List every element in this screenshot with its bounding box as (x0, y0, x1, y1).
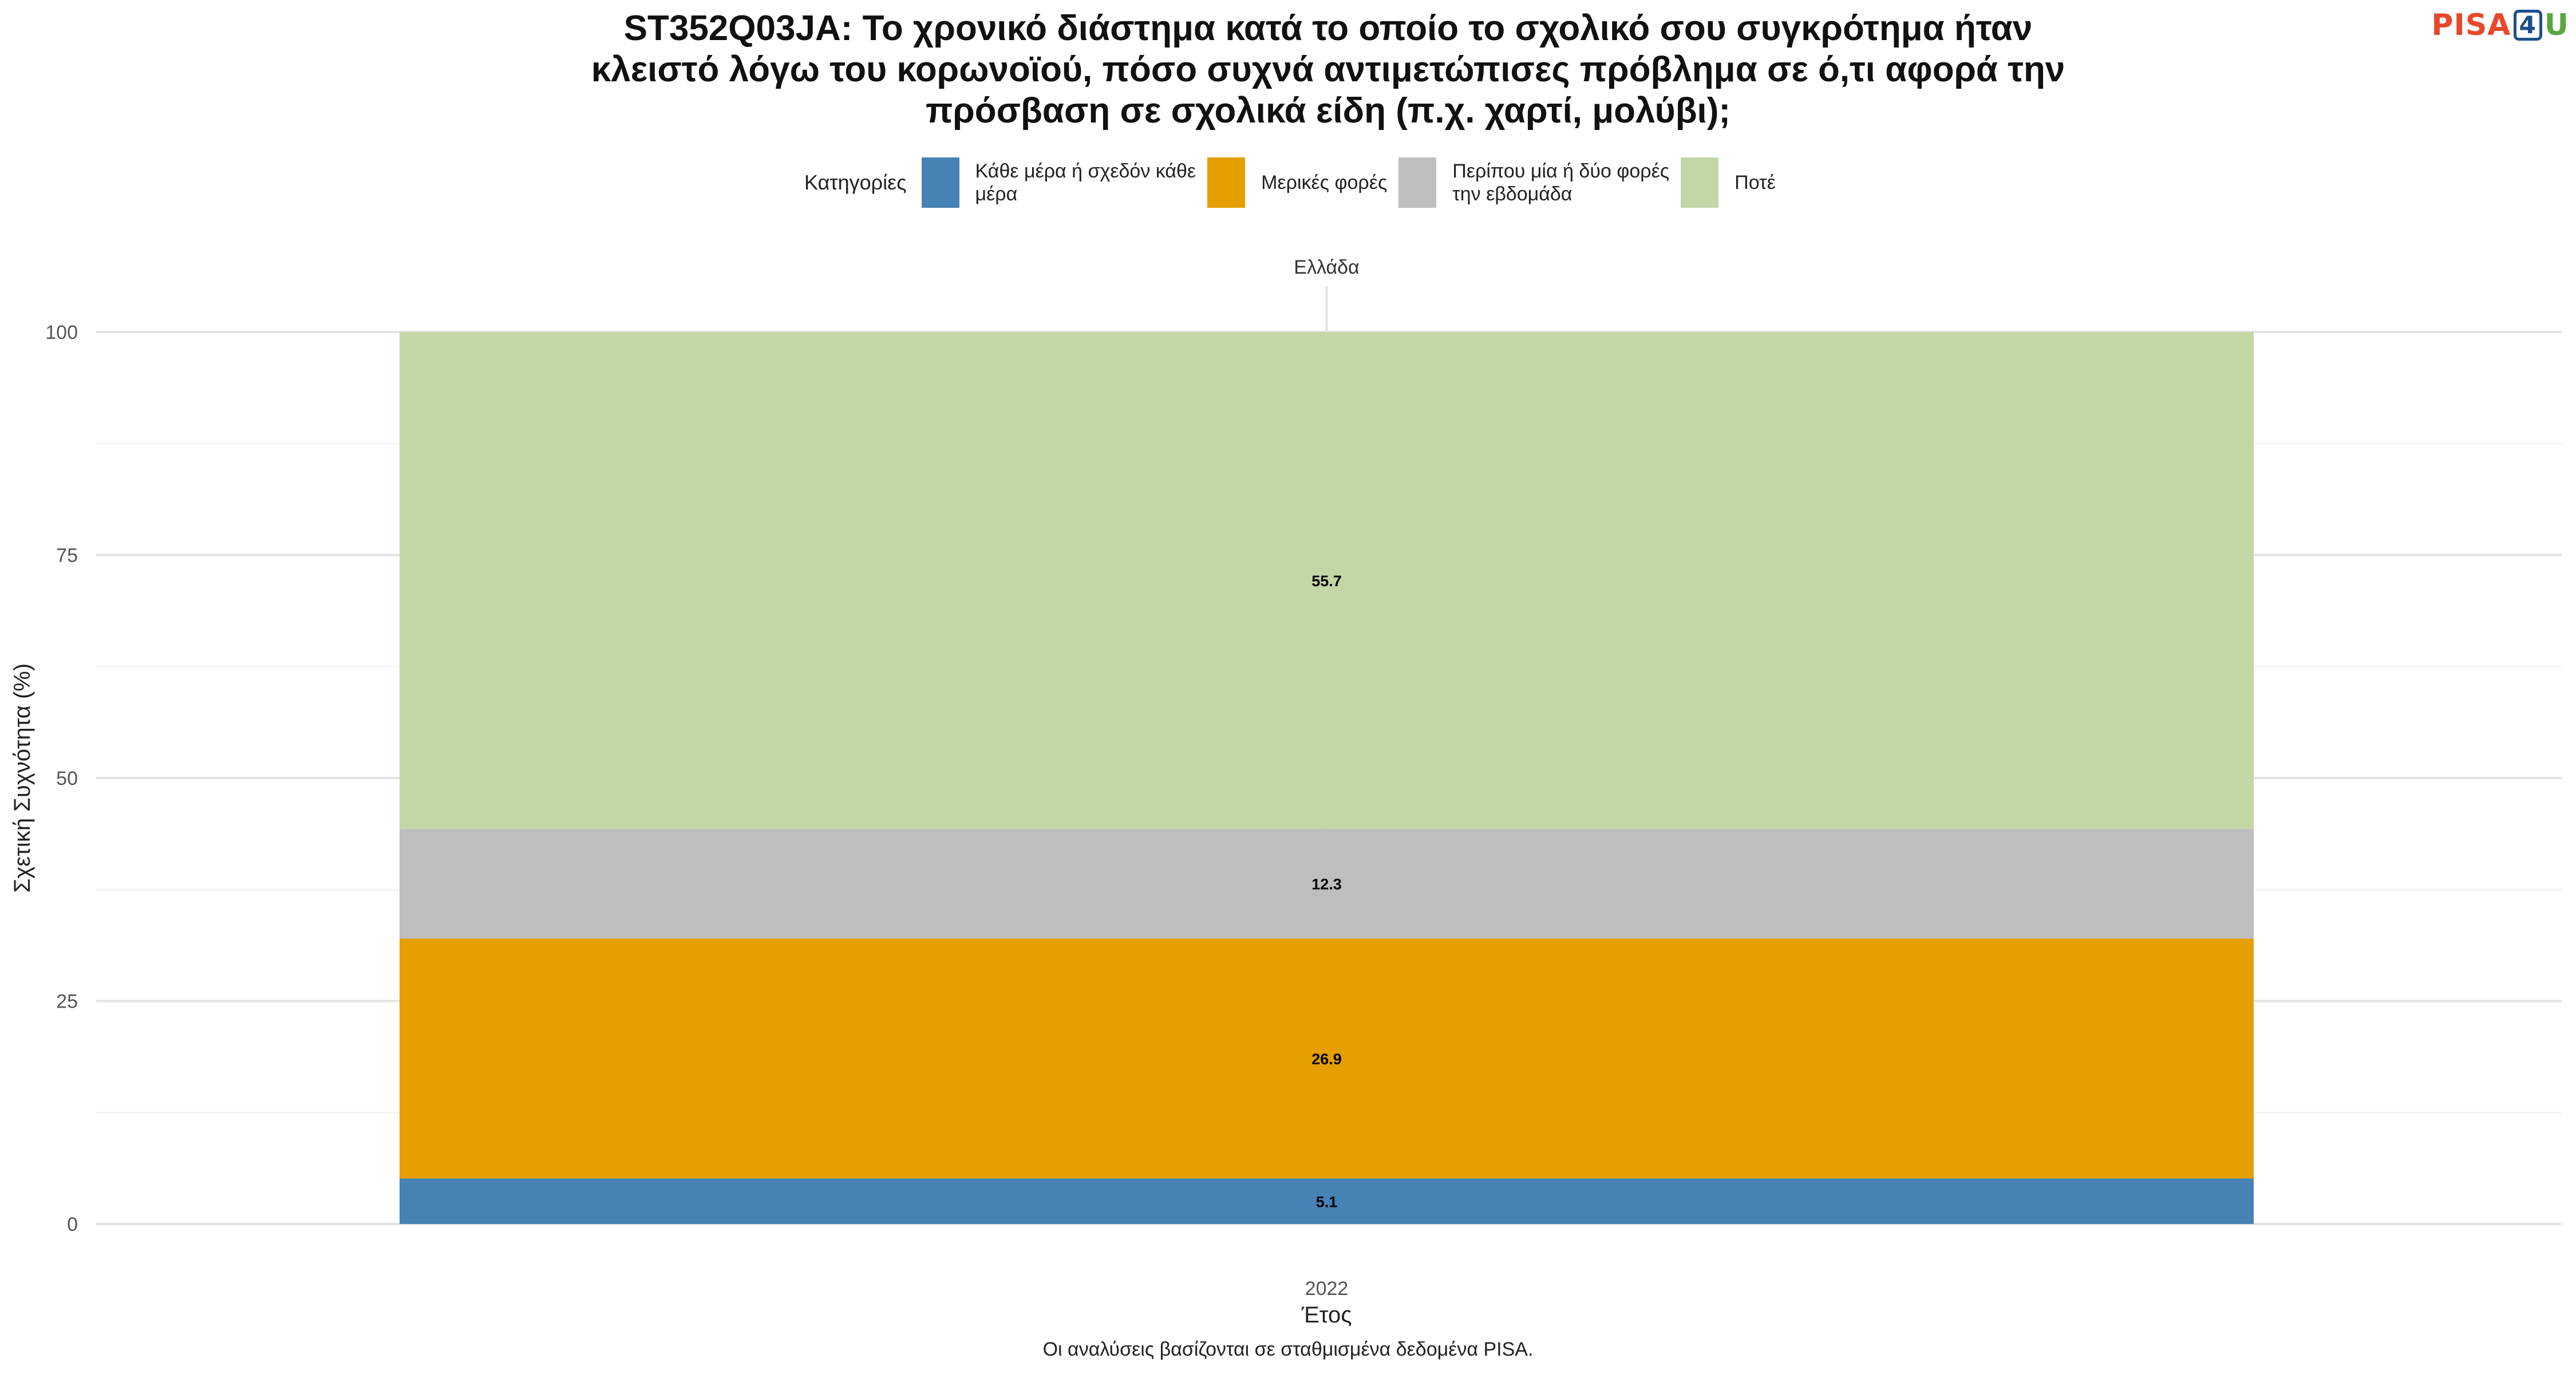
logo-pisa-text: PISA (2431, 8, 2511, 42)
legend-label-daily-line-1: Κάθε μέρα ή σχεδόν κάθε (975, 160, 1196, 182)
chart-title-line-3: πρόσβαση σε σχολικά είδη (π.χ. χαρτί, μο… (925, 91, 1731, 131)
bar-segment (400, 332, 2254, 829)
chart-title-line-1: ST352Q03JA: Το χρονικό διάστημα κατά το … (623, 9, 2033, 48)
y-tick-label: 0 (67, 1214, 78, 1235)
legend-label-sometimes-line-1: Μερικές φορές (1261, 172, 1388, 194)
x-axis-title: Έτος (1301, 1302, 1352, 1328)
legend-label-weekly-line-2: την εβδομάδα (1452, 183, 1573, 205)
legend-swatch-never (1681, 157, 1719, 208)
logo-u-text: U (2544, 8, 2569, 42)
legend-label-weekly: Περίπου μία ή δύο φορές την εβδομάδα (1452, 160, 1669, 206)
legend-item-weekly: Περίπου μία ή δύο φορές την εβδομάδα (1398, 157, 1669, 208)
x-tick-label: 2022 (1305, 1278, 1349, 1300)
chart-legend: Κατηγορίες Κάθε μέρα ή σχεδόν κάθε μέρα … (804, 157, 1787, 208)
chart-title: ST352Q03JA: Το χρονικό διάστημα κατά το … (538, 8, 2118, 132)
bar-data-label: 26.9 (1311, 1051, 1342, 1068)
legend-title: Κατηγορίες (804, 171, 907, 194)
bar-data-label: 5.1 (1316, 1193, 1338, 1210)
facet-label: Ελλάδα (1294, 256, 1359, 278)
y-tick-label: 25 (56, 991, 78, 1013)
y-tick-label: 75 (56, 545, 78, 567)
legend-label-sometimes: Μερικές φορές (1261, 171, 1387, 194)
legend-item-daily: Κάθε μέρα ή σχεδόν κάθε μέρα (921, 157, 1196, 208)
legend-label-daily-line-2: μέρα (975, 183, 1018, 205)
legend-item-never: Ποτέ (1681, 157, 1776, 208)
bar-segment (400, 1178, 2254, 1224)
y-tick-label: 100 (45, 322, 78, 344)
bar-segment (400, 828, 2254, 939)
legend-swatch-daily (921, 157, 959, 208)
legend-item-sometimes: Μερικές φορές (1207, 157, 1387, 208)
legend-label-never-line-1: Ποτέ (1735, 172, 1776, 194)
y-axis-title: Σχετική Συχνότητα (%) (10, 664, 35, 893)
legend-swatch-weekly (1398, 157, 1437, 208)
legend-label-never: Ποτέ (1735, 171, 1776, 194)
pisa4u-logo: PISA 4 U (2431, 8, 2569, 42)
y-tick-label: 50 (56, 768, 78, 789)
chart-caption: Οι αναλύσεις βασίζονται σε σταθμισμένα δ… (1042, 1339, 1534, 1360)
bar-data-label: 12.3 (1311, 876, 1342, 893)
legend-label-weekly-line-1: Περίπου μία ή δύο φορές (1452, 160, 1670, 182)
legend-label-daily: Κάθε μέρα ή σχεδόν κάθε μέρα (975, 160, 1196, 206)
bar-segment (400, 938, 2254, 1179)
bar-data-label: 55.7 (1311, 572, 1342, 590)
chart-title-line-2: κλειστό λόγω του κορωνοϊού, πόσο συχνά α… (591, 50, 2065, 89)
legend-swatch-sometimes (1207, 157, 1246, 208)
logo-four-text: 4 (2513, 10, 2542, 41)
